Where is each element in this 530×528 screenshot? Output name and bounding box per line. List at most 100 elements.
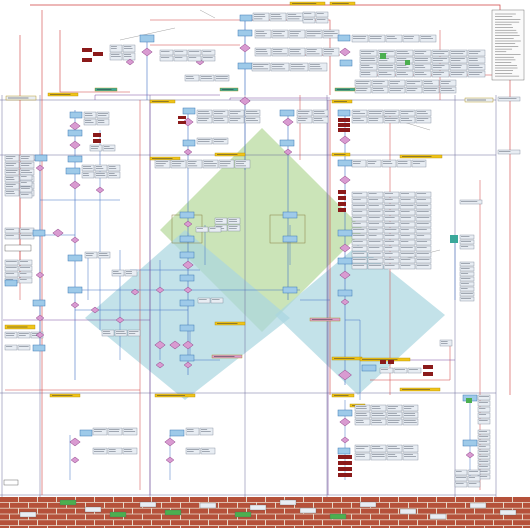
brick: [513, 508, 530, 514]
note-box: [367, 203, 384, 210]
note-box: [399, 221, 416, 228]
note-box: [296, 109, 313, 117]
note-box: [415, 251, 432, 258]
note-box: [227, 224, 241, 232]
note-box-frame: [383, 209, 400, 216]
note-box: [386, 411, 403, 419]
note-box-frame: [351, 245, 368, 252]
note-box: [184, 74, 200, 82]
brick: [361, 508, 379, 514]
note-box: [170, 159, 187, 169]
decision-diamond: [69, 140, 81, 150]
note-box: [402, 444, 419, 453]
note-box: [419, 34, 437, 43]
process-box: [179, 274, 195, 282]
note-box: [94, 171, 108, 179]
note-box: [351, 227, 368, 234]
brick: [0, 508, 18, 514]
wall-tag: [59, 499, 77, 506]
decision-diamond: [283, 148, 293, 156]
note-box: [200, 447, 216, 455]
note-box: [415, 191, 432, 198]
lane-header: [331, 99, 353, 104]
note-box-frame: [107, 164, 121, 172]
note-box-frame: [19, 174, 33, 181]
brick: [105, 526, 123, 528]
note-box-frame: [454, 475, 468, 482]
note-box: [477, 394, 491, 401]
note-box: [201, 55, 216, 62]
note-box: [196, 116, 213, 124]
brick: [38, 497, 56, 502]
note-box: [402, 34, 420, 43]
note-box: [402, 452, 419, 461]
process-box: [32, 344, 46, 352]
note-box-frame: [454, 481, 468, 488]
note-box-frame: [296, 109, 313, 117]
note-box-frame: [208, 226, 222, 233]
brick: [162, 526, 180, 528]
note-box: [459, 199, 483, 205]
note-box: [202, 159, 219, 169]
note-box: [351, 221, 368, 228]
brick: [475, 520, 493, 526]
note-box: [322, 47, 340, 57]
dark-block: [338, 196, 346, 200]
brick: [0, 520, 18, 526]
note-box-frame: [187, 49, 202, 56]
wall-tag: [329, 513, 347, 520]
note-box: [386, 444, 403, 453]
note-box-frame: [83, 111, 97, 119]
brick: [29, 514, 47, 520]
note-box: [4, 259, 19, 266]
note-box-frame: [122, 447, 138, 455]
note-box-frame: [84, 251, 98, 259]
note-box-frame: [449, 70, 468, 78]
brick: [133, 497, 151, 502]
note-box: [383, 203, 400, 210]
dark-block: [423, 372, 433, 376]
note-box-frame: [467, 475, 481, 482]
note-box-frame: [96, 118, 110, 126]
note-box: [227, 217, 241, 225]
note-box: [122, 52, 136, 61]
brick: [57, 497, 75, 502]
brick: [124, 526, 142, 528]
brick: [238, 526, 256, 528]
note-box-frame: [201, 55, 216, 62]
note-box: [422, 79, 440, 87]
note-box: [449, 56, 468, 64]
note-box-frame: [228, 116, 245, 124]
note-box-frame: [370, 404, 387, 412]
note-box: [477, 454, 491, 460]
brick: [276, 502, 294, 508]
note-box-frame: [354, 418, 371, 426]
note-box-frame: [459, 286, 475, 292]
note-box: [377, 63, 396, 71]
note-box: [288, 29, 306, 39]
note-box: [212, 109, 229, 117]
decision-diamond: [339, 135, 351, 145]
note-box-frame: [187, 55, 202, 62]
dark-block: [338, 455, 352, 459]
lane-header: [334, 87, 356, 92]
brick: [466, 526, 484, 528]
note-box: [286, 12, 304, 22]
label-tag: [214, 321, 246, 326]
brick: [456, 520, 474, 526]
note-box: [459, 276, 475, 282]
wall-tag: [299, 507, 317, 514]
note-box: [467, 70, 486, 78]
brick: [171, 520, 189, 526]
process-box: [337, 289, 353, 297]
label-tag: [214, 152, 246, 157]
note-box-frame: [415, 221, 432, 228]
note-box-frame: [218, 159, 235, 169]
note-box: [386, 404, 403, 412]
note-box: [367, 191, 384, 198]
note-box-frame: [399, 233, 416, 240]
brick: [437, 508, 455, 514]
brick: [209, 520, 227, 526]
note-box-frame: [354, 411, 371, 419]
process-box: [67, 286, 83, 294]
